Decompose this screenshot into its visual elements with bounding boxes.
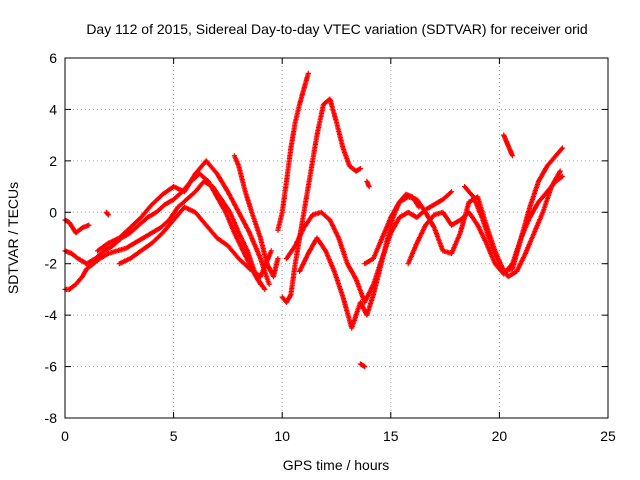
y-tick-label: 4 — [49, 101, 57, 117]
data-point-markers — [357, 361, 368, 370]
data-point-markers — [103, 209, 111, 218]
data-point-markers — [116, 204, 274, 280]
grid-layer — [65, 58, 608, 418]
x-tick-label: 20 — [492, 428, 508, 444]
data-point-markers — [279, 96, 363, 305]
data-point-markers — [62, 171, 264, 287]
series-track-16 — [364, 178, 372, 190]
series-track-6 — [231, 153, 281, 280]
x-axis-label: GPS time / hours — [283, 457, 390, 473]
y-tick-label: 0 — [49, 204, 57, 220]
series-track-13 — [462, 168, 563, 280]
series-track-2 — [62, 171, 264, 287]
series-track-8 — [279, 96, 363, 305]
data-point-markers — [231, 153, 281, 280]
data-point-markers — [275, 70, 311, 233]
series-track-17 — [103, 209, 111, 218]
series-track-15 — [357, 361, 368, 370]
series-track-14 — [501, 132, 515, 159]
y-axis-label: SDTVAR / TECUs — [5, 182, 21, 294]
series-track-7 — [275, 70, 311, 233]
plot-frame — [64, 57, 609, 419]
data-point-markers — [364, 178, 372, 190]
data-point-markers — [62, 217, 92, 236]
chart-title: Day 112 of 2015, Sidereal Day-to-day VTE… — [86, 21, 587, 37]
x-tick-label: 0 — [61, 428, 69, 444]
series-track-4 — [116, 204, 274, 280]
x-tick-label: 15 — [383, 428, 399, 444]
series-track-12 — [405, 173, 565, 277]
y-tick-label: -4 — [45, 307, 58, 323]
series-track-3 — [95, 158, 272, 287]
tick-layer: 0 5 10 15 20 25 -8 -6 -4 -2 0 2 4 6 — [45, 50, 616, 444]
x-tick-label: 5 — [170, 428, 178, 444]
data-point-markers — [95, 158, 272, 287]
y-tick-label: -8 — [45, 410, 58, 426]
data-point-markers — [501, 132, 515, 159]
x-tick-label: 25 — [600, 428, 616, 444]
y-tick-label: 2 — [49, 153, 57, 169]
data-layer — [62, 70, 565, 370]
x-tick-label: 10 — [274, 428, 290, 444]
y-tick-label: 6 — [49, 50, 57, 66]
series-track-5 — [62, 217, 92, 236]
data-point-markers — [405, 173, 565, 277]
y-tick-label: -6 — [45, 359, 58, 375]
y-tick-label: -2 — [45, 256, 58, 272]
data-point-markers — [462, 168, 563, 280]
